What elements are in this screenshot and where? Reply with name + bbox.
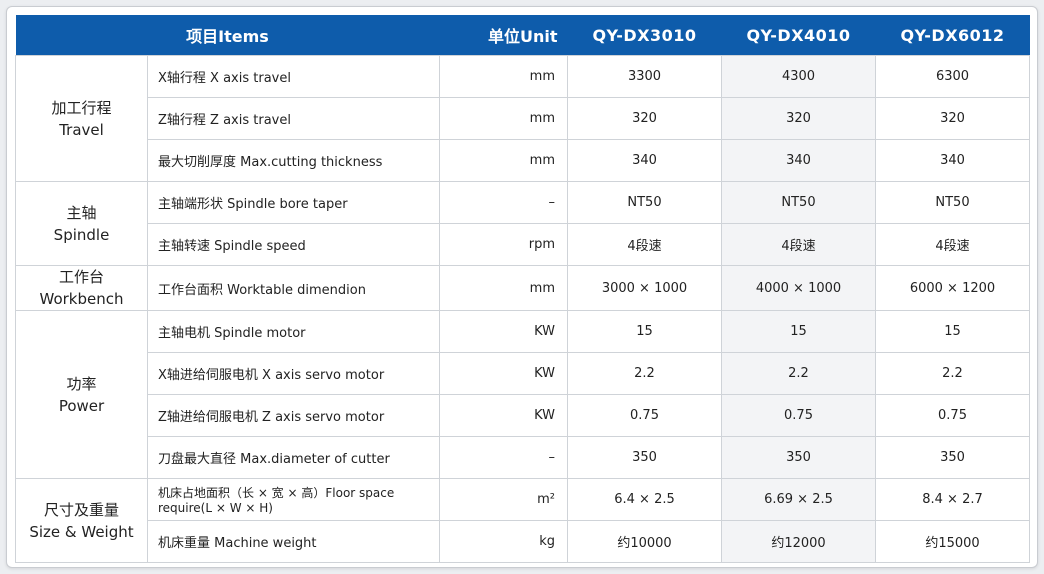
value-cell: 4段速 xyxy=(875,223,1030,266)
value-cell: 0.75 xyxy=(875,394,1030,437)
value-cell: 340 xyxy=(567,139,722,182)
model-header-2: QY-DX4010 xyxy=(721,15,876,56)
value-cell: 2.2 xyxy=(721,352,876,395)
table-row: Z轴进给伺服电机 Z axis servo motor KW 0.75 0.75… xyxy=(16,394,1030,437)
item-cell: 最大切削厚度 Max.cutting thickness xyxy=(147,139,440,182)
table-row: Z轴行程 Z axis travel mm 320 320 320 xyxy=(16,97,1030,140)
item-cell: 主轴电机 Spindle motor xyxy=(147,310,440,353)
value-cell: 6300 xyxy=(875,55,1030,98)
value-cell: NT50 xyxy=(875,181,1030,224)
table-row: 刀盘最大直径 Max.diameter of cutter – 350 350 … xyxy=(16,436,1030,479)
value-cell: 4000 × 1000 xyxy=(721,265,876,311)
value-cell: 8.4 × 2.7 xyxy=(875,478,1030,521)
group-label-cn: 功率 xyxy=(66,374,97,393)
value-cell: 320 xyxy=(567,97,722,140)
value-cell: 15 xyxy=(875,310,1030,353)
unit-cell: KW xyxy=(439,352,568,395)
group-label-cn: 工作台 xyxy=(58,268,104,286)
value-cell: 350 xyxy=(567,436,722,479)
unit-header: 单位Unit xyxy=(439,15,568,56)
group-workbench: 工作台 Workbench xyxy=(15,265,148,311)
group-spindle: 主轴 Spindle xyxy=(15,181,148,266)
value-cell: 320 xyxy=(721,97,876,140)
value-cell: 4段速 xyxy=(721,223,876,266)
item-cell: 机床占地面积（长 × 宽 × 高）Floor space require(L ×… xyxy=(147,478,440,521)
group-label-cn: 尺寸及重量 xyxy=(43,500,119,519)
value-cell: 15 xyxy=(721,310,876,353)
table-row: 加工行程 Travel X轴行程 X axis travel mm 3300 4… xyxy=(15,55,1030,182)
value-cell: 6.69 × 2.5 xyxy=(721,478,876,521)
table-row: 主轴转速 Spindle speed rpm 4段速 4段速 4段速 xyxy=(16,223,1030,266)
group-label-en: Spindle xyxy=(53,225,110,244)
unit-cell: mm xyxy=(439,55,568,98)
group-label-en: Power xyxy=(58,396,105,415)
item-cell: 机床重量 Machine weight xyxy=(147,520,440,563)
item-cell: 刀盘最大直径 Max.diameter of cutter xyxy=(147,436,440,479)
value-cell: 约10000 xyxy=(567,520,722,563)
unit-cell: kg xyxy=(439,520,568,563)
group-size-weight: 尺寸及重量 Size & Weight xyxy=(15,478,148,563)
items-header: 项目Items xyxy=(15,15,440,56)
group-travel: 加工行程 Travel xyxy=(15,55,148,182)
table-row: 工作台 Workbench 工作台面积 Worktable dimendion … xyxy=(15,265,1030,311)
value-cell: 4300 xyxy=(721,55,876,98)
unit-cell: KW xyxy=(439,394,568,437)
group-label-en: Travel xyxy=(59,120,104,139)
unit-cell: rpm xyxy=(439,223,568,266)
item-cell: Z轴进给伺服电机 Z axis servo motor xyxy=(147,394,440,437)
value-cell: 约12000 xyxy=(721,520,876,563)
item-cell: 工作台面积 Worktable dimendion xyxy=(147,265,440,311)
value-cell: 2.2 xyxy=(875,352,1030,395)
table-row: 最大切削厚度 Max.cutting thickness mm 340 340 … xyxy=(16,139,1030,182)
group-power: 功率 Power xyxy=(15,310,148,479)
value-cell: 3000 × 1000 xyxy=(567,265,722,311)
value-cell: 340 xyxy=(875,139,1030,182)
group-label-cn: 主轴 xyxy=(66,203,97,222)
value-cell: 350 xyxy=(875,436,1030,479)
value-cell: 0.75 xyxy=(567,394,722,437)
value-cell: 340 xyxy=(721,139,876,182)
table-row: 机床重量 Machine weight kg 约10000 约12000 约15… xyxy=(16,520,1030,563)
table-row: 尺寸及重量 Size & Weight 机床占地面积（长 × 宽 × 高）Flo… xyxy=(15,478,1030,563)
value-cell: 6.4 × 2.5 xyxy=(567,478,722,521)
group-label-cn: 加工行程 xyxy=(51,98,112,117)
unit-cell: m² xyxy=(439,478,568,521)
unit-cell: mm xyxy=(439,139,568,182)
value-cell: 约15000 xyxy=(875,520,1030,563)
item-cell: 主轴转速 Spindle speed xyxy=(147,223,440,266)
table-row: X轴进给伺服电机 X axis servo motor KW 2.2 2.2 2… xyxy=(16,352,1030,395)
value-cell: NT50 xyxy=(721,181,876,224)
unit-cell: – xyxy=(439,181,568,224)
spec-table-frame: 项目Items 单位Unit QY-DX3010 QY-DX4010 QY-DX… xyxy=(6,6,1038,568)
group-label-en: Workbench xyxy=(39,290,124,308)
model-header-3: QY-DX6012 xyxy=(875,15,1030,56)
value-cell: 15 xyxy=(567,310,722,353)
table-row: 功率 Power 主轴电机 Spindle motor KW 15 15 15 xyxy=(15,310,1030,479)
group-label-en: Size & Weight xyxy=(29,522,134,541)
unit-cell: KW xyxy=(439,310,568,353)
unit-cell: mm xyxy=(439,265,568,311)
value-cell: 0.75 xyxy=(721,394,876,437)
value-cell: 3300 xyxy=(567,55,722,98)
item-cell: Z轴行程 Z axis travel xyxy=(147,97,440,140)
unit-cell: mm xyxy=(439,97,568,140)
model-header-1: QY-DX3010 xyxy=(567,15,722,56)
table-row: 主轴 Spindle 主轴端形状 Spindle bore taper – NT… xyxy=(15,181,1030,266)
spec-table: 项目Items 单位Unit QY-DX3010 QY-DX4010 QY-DX… xyxy=(15,15,1030,563)
header-row: 项目Items 单位Unit QY-DX3010 QY-DX4010 QY-DX… xyxy=(15,15,1030,56)
unit-cell: – xyxy=(439,436,568,479)
value-cell: NT50 xyxy=(567,181,722,224)
value-cell: 6000 × 1200 xyxy=(875,265,1030,311)
item-cell: X轴行程 X axis travel xyxy=(147,55,440,98)
value-cell: 320 xyxy=(875,97,1030,140)
value-cell: 350 xyxy=(721,436,876,479)
item-cell: 主轴端形状 Spindle bore taper xyxy=(147,181,440,224)
item-cell: X轴进给伺服电机 X axis servo motor xyxy=(147,352,440,395)
value-cell: 2.2 xyxy=(567,352,722,395)
value-cell: 4段速 xyxy=(567,223,722,266)
